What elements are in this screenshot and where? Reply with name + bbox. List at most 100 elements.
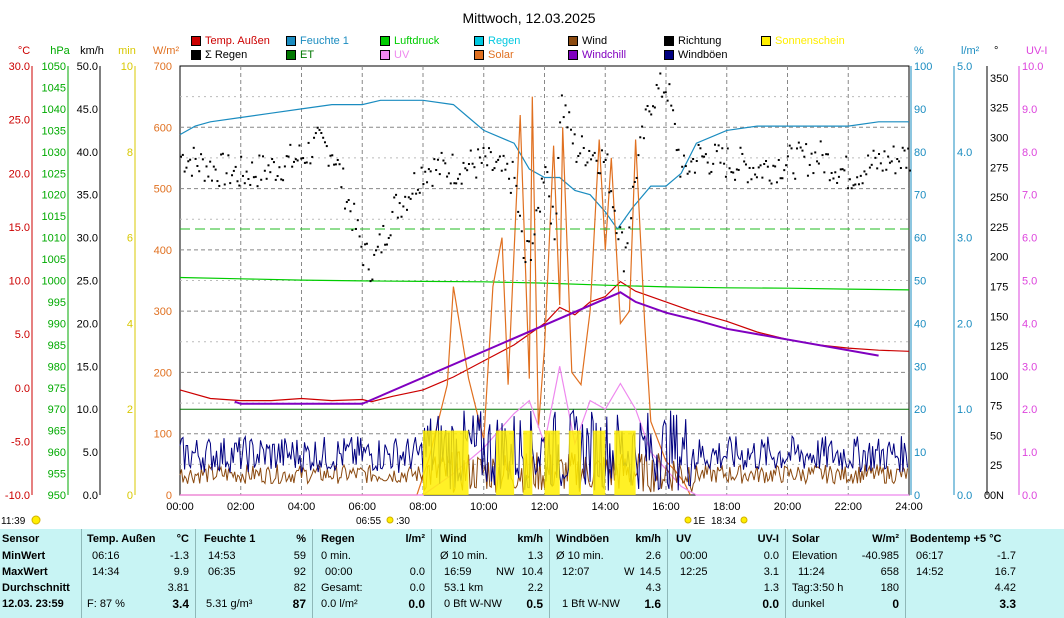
legend-item: Regen (474, 35, 520, 47)
series-richtung-point (684, 165, 687, 168)
series-richtung-point (429, 170, 432, 173)
series-richtung-point (509, 191, 512, 194)
series-richtung-point (382, 224, 385, 227)
series-richtung-point (754, 173, 757, 176)
series-richtung-point (881, 169, 884, 172)
series-richtung-point (395, 193, 398, 196)
series-richtung-point (307, 141, 310, 144)
series-richtung-point (223, 183, 226, 186)
series-richtung-point (659, 72, 662, 75)
stats-solar-col: Solar W/m² Elevation -40.985 11:24 658 T… (786, 529, 906, 618)
x-tick-label: 18:00 (713, 501, 741, 513)
series-richtung-point (369, 280, 372, 283)
series-richtung-point (597, 172, 600, 175)
series-richtung-point (531, 242, 534, 245)
axis-tick-left: 980 (48, 361, 66, 373)
axis-unit-left: km/h (80, 45, 104, 57)
series-richtung-point (744, 163, 747, 166)
series-richtung-point (190, 174, 193, 177)
series-richtung-point (664, 91, 667, 94)
series-richtung-point (209, 160, 212, 163)
series-richtung-point (358, 235, 361, 238)
sun-icon (31, 515, 41, 525)
legend-swatch (191, 36, 201, 46)
series-richtung-point (856, 176, 859, 179)
series-richtung-point (398, 202, 401, 205)
series-sonnenschein-bar (495, 430, 515, 495)
wind-max-dir: NW (496, 566, 515, 578)
axis-tick-left: 0 (127, 490, 133, 502)
axis-tick-left: 8 (127, 147, 133, 159)
series-richtung-point (837, 175, 840, 178)
stats-regen-col: Regen l/m² 0 min. 00:00 0.0 Gesamt: 0.0 … (313, 529, 432, 618)
legend-swatch (664, 36, 674, 46)
series-richtung-point (892, 145, 895, 148)
series-richtung-point (254, 175, 257, 178)
series-richtung-point (544, 166, 547, 169)
series-richtung-point (274, 178, 277, 181)
series-richtung-point (703, 155, 706, 158)
axis-tick-right: 300 (990, 133, 1008, 145)
series-richtung-point (566, 126, 569, 129)
series-richtung-point (205, 165, 208, 168)
series-richtung-point (300, 157, 303, 160)
series-richtung-point (635, 176, 638, 179)
series-richtung-point (376, 245, 379, 248)
series-richtung-point (313, 136, 316, 139)
series-richtung-point (427, 168, 430, 171)
series-richtung-point (557, 156, 560, 159)
legend-label: Richtung (678, 35, 722, 47)
axis-tick-right: 0 (984, 490, 990, 502)
series-richtung-point (320, 132, 323, 135)
axis-tick-left: 50.0 (77, 61, 98, 73)
series-richtung-point (879, 162, 882, 165)
stats-feuchte-col: Feuchte 1 % 14:53 59 06:35 92 82 5.31 g/… (196, 529, 313, 618)
temp-unit: °C (176, 533, 189, 545)
boden-title: Bodentemp +5 °C (910, 533, 1002, 545)
series-richtung-point (752, 166, 755, 169)
sunset-sun-icon (684, 516, 692, 524)
series-richtung-point (231, 174, 234, 177)
series-richtung-point (447, 172, 450, 175)
axis-tick-left: 1020 (42, 190, 66, 202)
legend-label: Sonnenschein (775, 35, 845, 47)
legend-label: Windböen (678, 49, 728, 61)
axes-layer (31, 66, 1020, 495)
sunrise-frag-label: :30 (396, 516, 410, 527)
axis-unit-left: °C (18, 45, 30, 57)
regen-row2-label: 00:00 (325, 566, 353, 578)
x-tick-label: 06:00 (348, 501, 376, 513)
series-richtung-point (759, 164, 762, 167)
series-richtung-point (662, 91, 665, 94)
series-richtung-point (580, 135, 583, 138)
boeen-max-dir: W (624, 566, 635, 578)
axis-tick-right: 9.0 (1022, 104, 1037, 116)
stats-boeen-col: Windböen km/h Ø 10 min. 2.6 12:07 W 14.5… (550, 529, 668, 618)
axis-unit-left: W/m² (153, 45, 180, 57)
series-richtung-point (570, 128, 573, 131)
series-richtung-point (582, 146, 585, 149)
axis-tick-right: 0 (914, 490, 920, 502)
stats-wind-col: Wind km/h Ø 10 min. 1.3 16:59 NW 10.4 53… (432, 529, 550, 618)
legend-swatch (761, 36, 771, 46)
series-richtung-point (792, 172, 795, 175)
series-richtung-point (770, 182, 773, 185)
series-richtung-point (515, 184, 518, 187)
series-richtung-point (338, 163, 341, 166)
axis-tick-right: 6.0 (1022, 233, 1037, 245)
series-richtung-point (267, 164, 270, 167)
series-richtung-point (353, 202, 356, 205)
series-richtung-point (577, 154, 580, 157)
axis-tick-right: 70 (914, 190, 926, 202)
regen-unit: l/m² (405, 533, 425, 545)
series-richtung-point (772, 164, 775, 167)
axis-unit-left: hPa (50, 45, 70, 57)
series-richtung-point (384, 243, 387, 246)
series-richtung-point (785, 164, 788, 167)
axis-tick-left: 975 (48, 383, 66, 395)
series-richtung-point (469, 149, 472, 152)
series-richtung-point (668, 83, 671, 86)
series-sonnenschein-bar (523, 430, 533, 495)
axis-tick-right: 325 (990, 103, 1008, 115)
series-richtung-point (852, 184, 855, 187)
